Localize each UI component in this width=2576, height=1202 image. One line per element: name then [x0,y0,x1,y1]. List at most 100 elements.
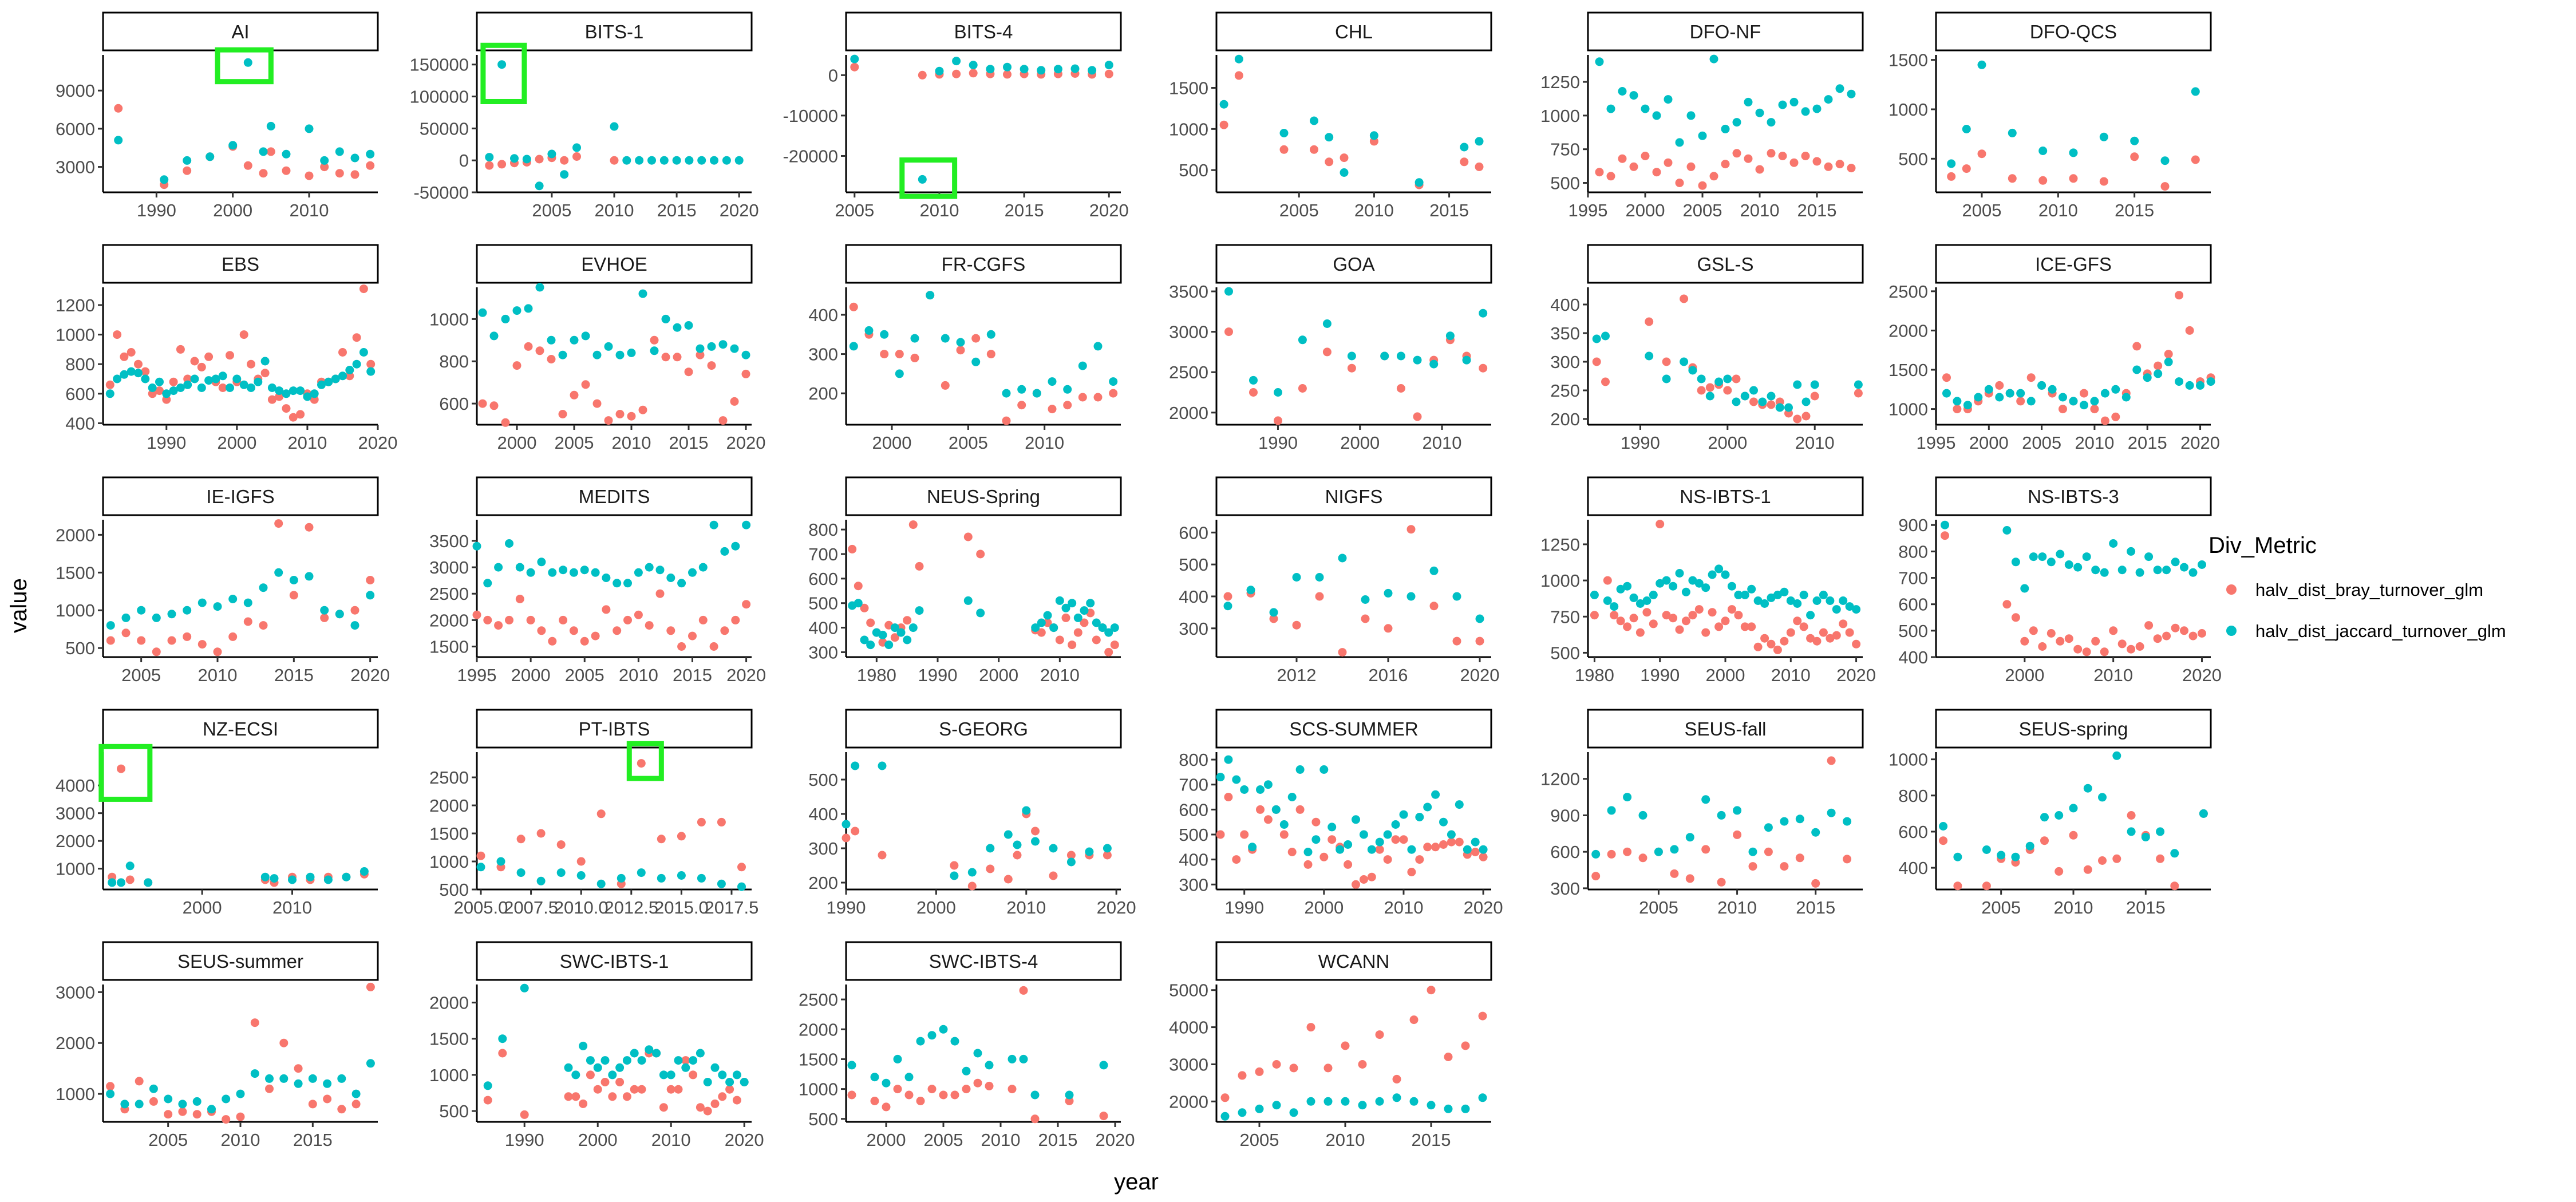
series-halv-dist-bray-turnover-glm [1591,756,1852,888]
data-point [1478,1093,1487,1102]
data-point [1375,1030,1384,1039]
data-point [1982,881,1991,891]
data-point [1681,616,1690,626]
data-point [1347,351,1356,361]
data-point [2099,177,2108,186]
data-point [1439,817,1448,827]
data-point [572,152,581,161]
data-point [1638,810,1647,820]
data-point [1610,602,1619,611]
data-point [522,155,531,164]
data-point [289,386,298,396]
data-point [2127,547,2136,556]
data-point [1238,1108,1247,1117]
data-point [366,576,375,584]
data-point [645,621,654,630]
series-halv-dist-bray-turnover-glm [472,589,751,651]
y-tick-label: 2000 [1169,403,1208,423]
data-point [1463,845,1472,854]
data-point [1760,599,1769,608]
data-point [622,156,631,165]
data-point [1592,334,1601,343]
data-point [127,348,136,357]
data-point [1407,868,1416,876]
data-point [1359,875,1368,884]
data-point [1220,1093,1230,1102]
x-tick-label: 2010 [2054,897,2093,918]
data-point [1445,331,1455,341]
data-point [1019,1054,1028,1063]
x-tick-label: 2005 [555,433,594,453]
data-point [1070,64,1080,73]
data-point [1303,860,1313,869]
data-point [634,568,643,577]
data-point [698,563,708,572]
data-point [2055,867,2064,876]
data-point [1749,397,1758,406]
data-point [1063,401,1072,410]
panel-swc-ibts-4: SWC-IBTS-4 500 1000 1500 2000 2500 2000 2005 201… [799,941,1135,1150]
data-point [120,352,129,361]
data-point [730,344,739,353]
data-point [1962,125,1971,133]
data-point [1103,851,1112,860]
data-point [2164,350,2173,359]
data-point [722,156,731,165]
data-point [2121,393,2131,402]
y-tick-label: 300 [808,642,838,662]
data-point [106,1082,115,1091]
data-point [1427,1101,1436,1110]
x-tick-label: 2020 [358,433,398,453]
data-point [1327,835,1337,844]
data-point [478,308,487,317]
panel-bits-1: BITS-1 -50000 0 50000 100000 150000 2005 2010 20… [410,11,759,220]
data-point [1037,66,1046,75]
data-point [2127,811,2136,820]
data-point [1680,294,1689,303]
data-point [645,1045,654,1054]
y-tick-label: 500 [1179,555,1208,575]
data-point [485,161,494,170]
data-point [915,562,924,571]
data-point [847,1090,856,1100]
data-point [1603,596,1612,605]
data-point [2026,397,2036,406]
data-point [207,1105,216,1114]
y-tick-label: 1000 [1540,106,1580,126]
data-point [535,155,544,164]
data-point [1649,619,1658,628]
y-tick-label: 500 [808,770,838,790]
data-point [2111,412,2120,421]
data-point [155,386,164,396]
data-point [501,314,510,323]
data-point [2171,557,2180,567]
data-point [1701,583,1710,592]
highlight-box [480,42,527,104]
data-point [2056,549,2065,559]
data-point [260,872,270,881]
data-point [1997,851,2006,860]
panel-ice-gfs: ICE-GFS 1000 1500 2000 2500 1995 2000 2005 2010 2… [1888,244,2220,453]
data-point [345,371,354,381]
data-point [1685,833,1694,842]
data-point [707,342,716,351]
y-tick-label: 200 [1550,409,1580,429]
data-point [703,1106,712,1116]
data-point [1396,351,1405,361]
panel-strip [845,244,1122,284]
data-point [918,175,927,184]
data-point [105,389,114,398]
data-point [1775,403,1784,412]
data-point [613,579,622,588]
data-point [1995,381,2004,390]
data-point [2082,647,2091,657]
data-point [536,876,546,885]
data-point [498,1034,507,1043]
data-point [1656,520,1665,529]
data-point [2170,849,2179,858]
data-point [125,875,135,884]
data-point [709,642,718,651]
data-point [1832,605,1841,614]
data-point [1714,564,1724,574]
data-point [2132,342,2142,351]
